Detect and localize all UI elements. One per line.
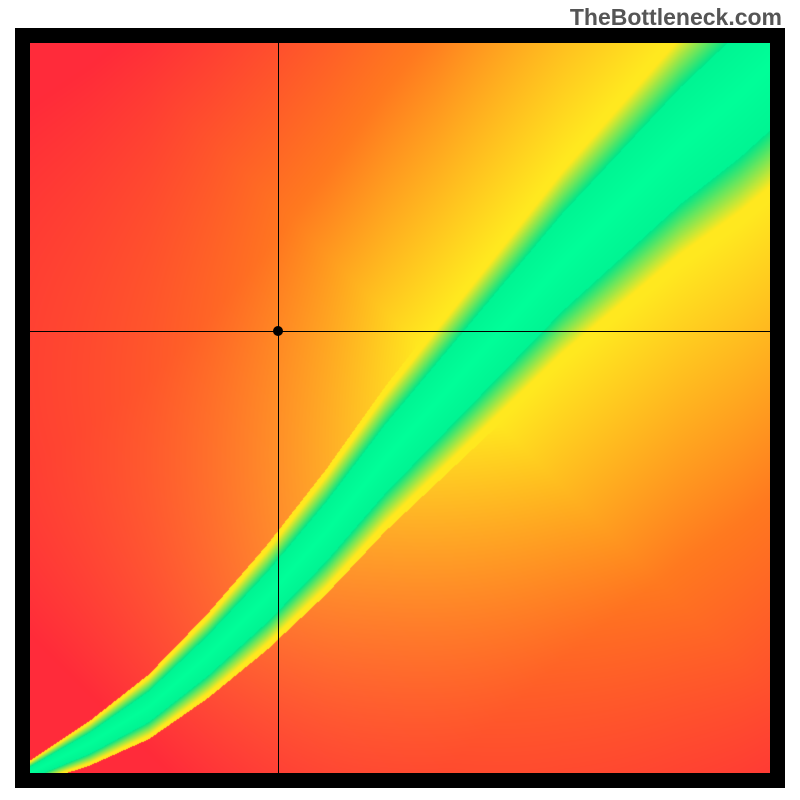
crosshair-horizontal [30, 331, 770, 332]
bottleneck-heatmap [30, 43, 770, 773]
crosshair-marker [273, 326, 283, 336]
chart-frame [15, 28, 785, 788]
crosshair-vertical [278, 43, 279, 773]
watermark-text: TheBottleneck.com [570, 4, 782, 31]
